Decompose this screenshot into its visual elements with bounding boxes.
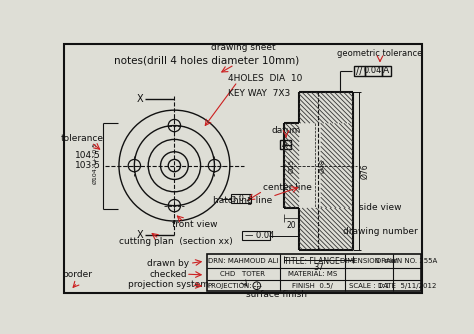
Text: center line: center line bbox=[263, 183, 312, 192]
Text: front view: front view bbox=[173, 220, 218, 229]
Text: 104.5: 104.5 bbox=[75, 151, 100, 160]
Text: KEY WAY  7X3: KEY WAY 7X3 bbox=[228, 90, 291, 99]
Text: drawing sheet: drawing sheet bbox=[210, 43, 275, 52]
Text: tolerance: tolerance bbox=[61, 134, 103, 143]
Text: 103.5: 103.5 bbox=[74, 161, 100, 170]
Text: FINISH  0.5/: FINISH 0.5/ bbox=[292, 283, 333, 289]
Text: 0.04: 0.04 bbox=[364, 66, 382, 75]
Text: 37: 37 bbox=[313, 263, 324, 272]
Text: datum: datum bbox=[271, 127, 301, 136]
Text: DRN: MAHMOUD ALI: DRN: MAHMOUD ALI bbox=[208, 258, 278, 264]
Text: MATERIAL: MS: MATERIAL: MS bbox=[288, 271, 337, 277]
Text: projection system: projection system bbox=[128, 281, 209, 290]
Text: DIMENSION  mm: DIMENSION mm bbox=[340, 258, 398, 264]
Text: checked: checked bbox=[149, 270, 187, 279]
Bar bbox=[354, 66, 365, 75]
Text: A: A bbox=[283, 140, 288, 149]
Bar bbox=[365, 66, 382, 75]
Text: Ø76: Ø76 bbox=[361, 163, 370, 179]
Bar bbox=[280, 140, 291, 149]
Text: DRAWN NO. 255A: DRAWN NO. 255A bbox=[376, 258, 438, 264]
Text: side view: side view bbox=[359, 203, 401, 212]
Text: Ø104.4+/-0.5: Ø104.4+/-0.5 bbox=[92, 142, 97, 184]
Text: DATE  5/11/2012: DATE 5/11/2012 bbox=[378, 283, 436, 289]
Text: //: // bbox=[356, 66, 363, 76]
Text: SCALE : 1:1: SCALE : 1:1 bbox=[349, 283, 390, 289]
Text: geometric tolerance: geometric tolerance bbox=[337, 49, 423, 58]
Text: drawn by: drawn by bbox=[147, 259, 189, 268]
Text: drawing number: drawing number bbox=[343, 226, 418, 235]
Text: X: X bbox=[137, 95, 143, 104]
Text: PROJECTION:: PROJECTION: bbox=[208, 283, 252, 289]
Text: hatching line: hatching line bbox=[213, 196, 272, 205]
Text: 4HOLES  DIA  10: 4HOLES DIA 10 bbox=[228, 74, 303, 83]
Text: A: A bbox=[383, 66, 389, 75]
Text: border: border bbox=[63, 271, 92, 280]
Text: Ø48: Ø48 bbox=[319, 158, 325, 173]
Text: CHD   TOTER: CHD TOTER bbox=[220, 271, 265, 277]
Text: 20: 20 bbox=[287, 221, 296, 230]
Text: notes(drill 4 holes diameter 10mm): notes(drill 4 holes diameter 10mm) bbox=[114, 55, 300, 65]
Text: — 0.04: — 0.04 bbox=[245, 231, 274, 240]
Bar bbox=[382, 66, 391, 75]
Text: cutting plan  (section xx): cutting plan (section xx) bbox=[119, 237, 233, 246]
Bar bbox=[242, 231, 270, 240]
Text: TITLE: FLANGE: TITLE: FLANGE bbox=[284, 257, 340, 266]
Text: surface finish: surface finish bbox=[246, 290, 307, 299]
Text: X: X bbox=[137, 230, 143, 240]
Text: Ø25: Ø25 bbox=[289, 159, 294, 173]
Bar bbox=[231, 194, 251, 202]
Bar bbox=[207, 254, 421, 291]
Text: ○ 0.3: ○ 0.3 bbox=[230, 194, 251, 203]
